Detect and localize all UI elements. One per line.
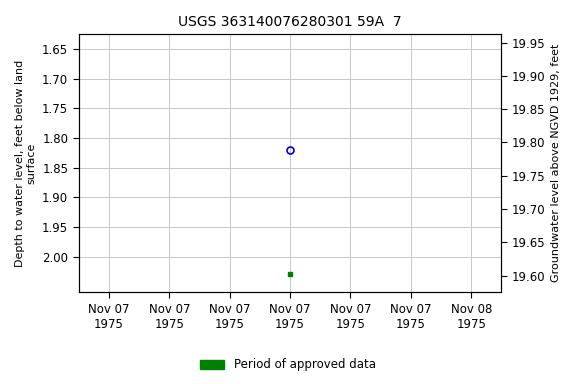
Y-axis label: Groundwater level above NGVD 1929, feet: Groundwater level above NGVD 1929, feet bbox=[551, 44, 561, 283]
Y-axis label: Depth to water level, feet below land
surface: Depth to water level, feet below land su… bbox=[15, 60, 37, 267]
Title: USGS 363140076280301 59A  7: USGS 363140076280301 59A 7 bbox=[178, 15, 402, 29]
Legend: Period of approved data: Period of approved data bbox=[196, 354, 380, 376]
